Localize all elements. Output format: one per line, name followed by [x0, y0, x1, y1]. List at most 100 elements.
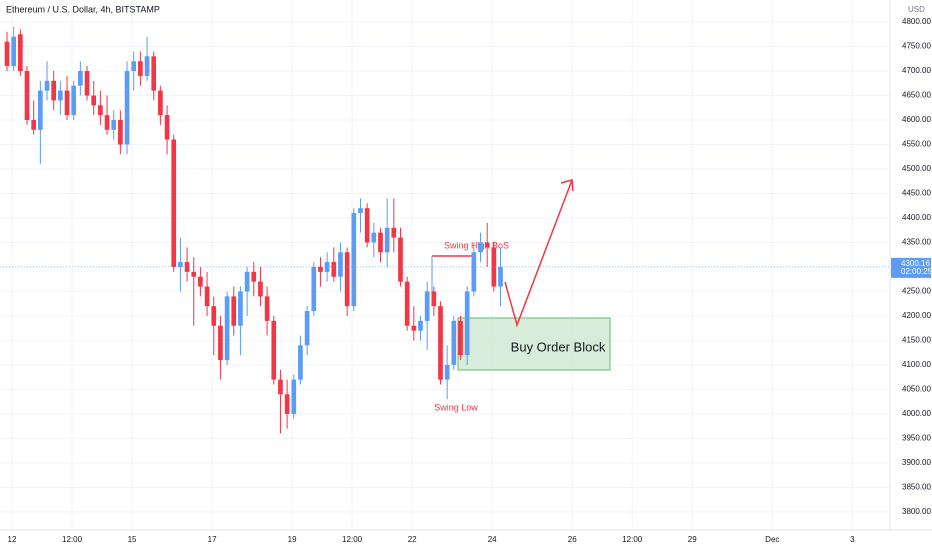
candle-body: [278, 379, 283, 395]
candle-body: [71, 85, 77, 116]
chart-title: Ethereum / U.S. Dollar, 4h, BITSTAMP: [6, 4, 160, 14]
candle-body: [271, 320, 277, 380]
candle-body: [131, 61, 137, 72]
candle-body: [291, 379, 297, 414]
candle-body: [38, 90, 43, 130]
candle-body: [111, 120, 117, 130]
candle-body: [24, 71, 30, 121]
y-tick-label: 4600.00: [902, 115, 931, 124]
candle-body: [264, 296, 270, 321]
candle-body: [118, 120, 123, 145]
x-tick-label: 15: [128, 535, 137, 544]
order-block-label: Buy Order Block: [511, 339, 606, 354]
candle-body: [58, 90, 63, 101]
candle-body: [338, 252, 343, 277]
candle-body: [124, 71, 130, 145]
candle-body: [404, 281, 410, 326]
y-tick-label: 4400.00: [902, 213, 931, 222]
candle-body: [418, 320, 423, 331]
candle-body: [431, 291, 437, 307]
candle-body: [224, 296, 230, 361]
candle-body: [411, 325, 417, 331]
candle-body: [371, 232, 377, 243]
candle-body: [158, 90, 163, 116]
candle-body: [151, 56, 157, 91]
y-tick-label: 4350.00: [902, 238, 931, 247]
candle-body: [364, 208, 370, 243]
y-tick-label: 3900.00: [902, 458, 931, 467]
candle-body: [358, 208, 363, 214]
candle-body: [64, 90, 70, 116]
candle-body: [138, 61, 143, 76]
candle-body: [184, 262, 190, 272]
swing-low-label: Swing Low: [434, 402, 478, 412]
y-tick-label: 4550.00: [902, 140, 931, 149]
x-tick-label: 12:00: [342, 535, 363, 544]
candle-body: [484, 242, 490, 248]
candle-body: [244, 271, 250, 292]
candle-body: [31, 120, 37, 130]
candle-body: [204, 286, 210, 307]
last-price-box: [891, 257, 931, 278]
candle-body: [451, 320, 457, 365]
y-tick-label: 4750.00: [902, 42, 931, 51]
candle-body: [44, 80, 50, 91]
x-tick-label: 12: [8, 535, 17, 544]
countdown-label: 02:00:25: [901, 267, 932, 276]
y-tick-label: 4700.00: [902, 66, 931, 75]
x-tick-label: 17: [208, 535, 217, 544]
candle-body: [311, 266, 317, 312]
y-tick-label: 4650.00: [902, 91, 931, 100]
candle-body: [351, 213, 357, 307]
order-block-box: [457, 317, 611, 371]
candle-body: [11, 36, 17, 67]
candle-body: [304, 311, 310, 346]
candle-body: [198, 276, 203, 287]
x-tick-label: Dec: [765, 535, 779, 544]
y-tick-label: 3850.00: [902, 482, 931, 491]
candle-body: [4, 41, 10, 67]
candle-body: [471, 252, 477, 292]
y-tick-label: 4450.00: [902, 189, 931, 198]
candle-body: [344, 252, 350, 307]
x-tick-label: 24: [488, 535, 497, 544]
candle-body: [51, 80, 57, 101]
candle-body: [144, 56, 150, 76]
currency-label: USD: [908, 5, 925, 14]
x-tick-label: 26: [568, 535, 577, 544]
candle-body: [78, 71, 83, 86]
candle-body: [384, 227, 390, 253]
candle-body: [318, 266, 323, 272]
y-tick-label: 4500.00: [902, 164, 931, 173]
candle-body: [211, 306, 217, 326]
x-tick-label: 12:00: [622, 535, 643, 544]
candle-body: [238, 291, 243, 326]
candle-body: [178, 262, 183, 267]
candle-body: [438, 306, 443, 380]
candle-body: [218, 325, 223, 361]
candle-body: [18, 34, 23, 72]
candle-body: [444, 364, 450, 380]
x-tick-label: 29: [688, 535, 697, 544]
x-tick-label: 22: [408, 535, 417, 544]
candle-body: [171, 139, 177, 267]
candle-body: [258, 281, 263, 297]
arrow-head: [560, 179, 574, 192]
x-tick-label: 19: [288, 535, 297, 544]
candle-body: [391, 227, 397, 238]
candle-body: [458, 320, 463, 356]
y-tick-label: 4100.00: [902, 360, 931, 369]
candle-body: [251, 271, 257, 282]
candle-body: [331, 262, 337, 277]
x-tick-label: 3: [850, 535, 855, 544]
candle-body: [284, 394, 290, 414]
y-tick-label: 4000.00: [902, 409, 931, 418]
y-tick-label: 3800.00: [902, 507, 931, 516]
candle-body: [98, 105, 103, 116]
last-price-label: 4300.16: [901, 259, 930, 268]
y-tick-label: 4150.00: [902, 336, 931, 345]
candle-body: [191, 271, 197, 277]
y-tick-label: 4800.00: [902, 17, 931, 26]
y-tick-label: 4250.00: [902, 287, 931, 296]
